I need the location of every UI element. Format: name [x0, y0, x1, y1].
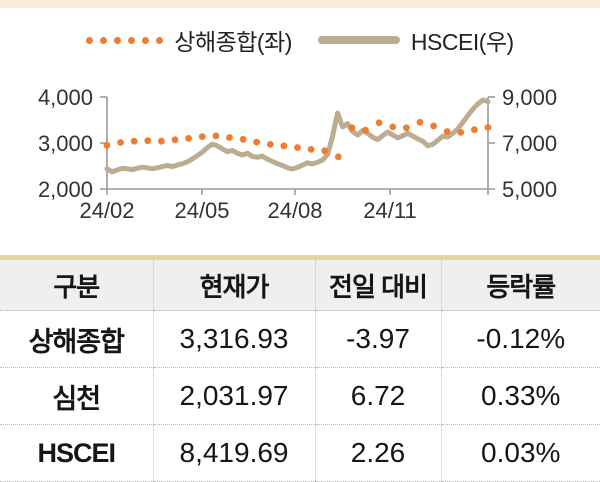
index-price: 8,419.69 [152, 424, 315, 482]
index-quote-table: 구분 현재가 전일 대비 등락률 상해종합 3,316.93 -3.97 -0.… [0, 255, 600, 482]
col-header-change-pct: 등락률 [440, 257, 600, 311]
col-header-category: 구분 [0, 257, 153, 311]
svg-text:24/11: 24/11 [363, 198, 416, 223]
svg-text:2,000: 2,000 [38, 177, 93, 202]
dotted-line-icon [86, 36, 164, 44]
chart-canvas: 4,000 3,000 2,000 9,000 7,000 5,000 24/02 24/05… [38, 85, 557, 223]
index-change: 2.26 [314, 424, 441, 482]
chart-legend: 상해종합(좌) HSCEI(우) [0, 22, 600, 58]
table-row-hscei: HSCEI 8,419.69 2.26 0.03% [0, 424, 600, 482]
svg-text:3,000: 3,000 [38, 131, 93, 156]
col-header-price: 현재가 [152, 257, 315, 311]
index-change-pct: -0.12% [440, 310, 600, 368]
dual-axis-line-chart: 4,000 3,000 2,000 9,000 7,000 5,000 24/02 24/05… [0, 80, 600, 235]
table-header-row: 구분 현재가 전일 대비 등락률 [0, 257, 600, 311]
top-accent-strip [0, 0, 600, 8]
table-row-shenzhen: 심천 2,031.97 6.72 0.33% [0, 367, 600, 425]
svg-text:24/05: 24/05 [174, 198, 229, 223]
svg-text:5,000: 5,000 [502, 177, 557, 202]
index-name: HSCEI [0, 424, 153, 482]
table-row-shanghai: 상해종합 3,316.93 -3.97 -0.12% [0, 310, 600, 368]
svg-text:9,000: 9,000 [502, 85, 557, 110]
index-change-pct: 0.03% [440, 424, 600, 482]
legend-label-shanghai: 상해종합(좌) [174, 29, 292, 55]
legend-label-hscei: HSCEI(우) [410, 29, 514, 55]
legend-item-shanghai: 상해종합(좌) [86, 23, 292, 57]
svg-text:24/08: 24/08 [267, 198, 322, 223]
svg-text:7,000: 7,000 [502, 131, 557, 156]
legend-item-hscei: HSCEI(우) [317, 23, 514, 57]
index-price: 2,031.97 [152, 367, 315, 425]
index-change-pct: 0.33% [440, 367, 600, 425]
solid-line-icon [317, 36, 400, 44]
svg-text:24/02: 24/02 [79, 198, 134, 223]
index-change: -3.97 [314, 310, 441, 368]
index-change: 6.72 [314, 367, 441, 425]
col-header-change: 전일 대비 [314, 257, 441, 311]
svg-text:4,000: 4,000 [38, 85, 93, 110]
index-name: 심천 [0, 367, 153, 425]
index-price: 3,316.93 [152, 310, 315, 368]
index-name: 상해종합 [0, 310, 153, 368]
